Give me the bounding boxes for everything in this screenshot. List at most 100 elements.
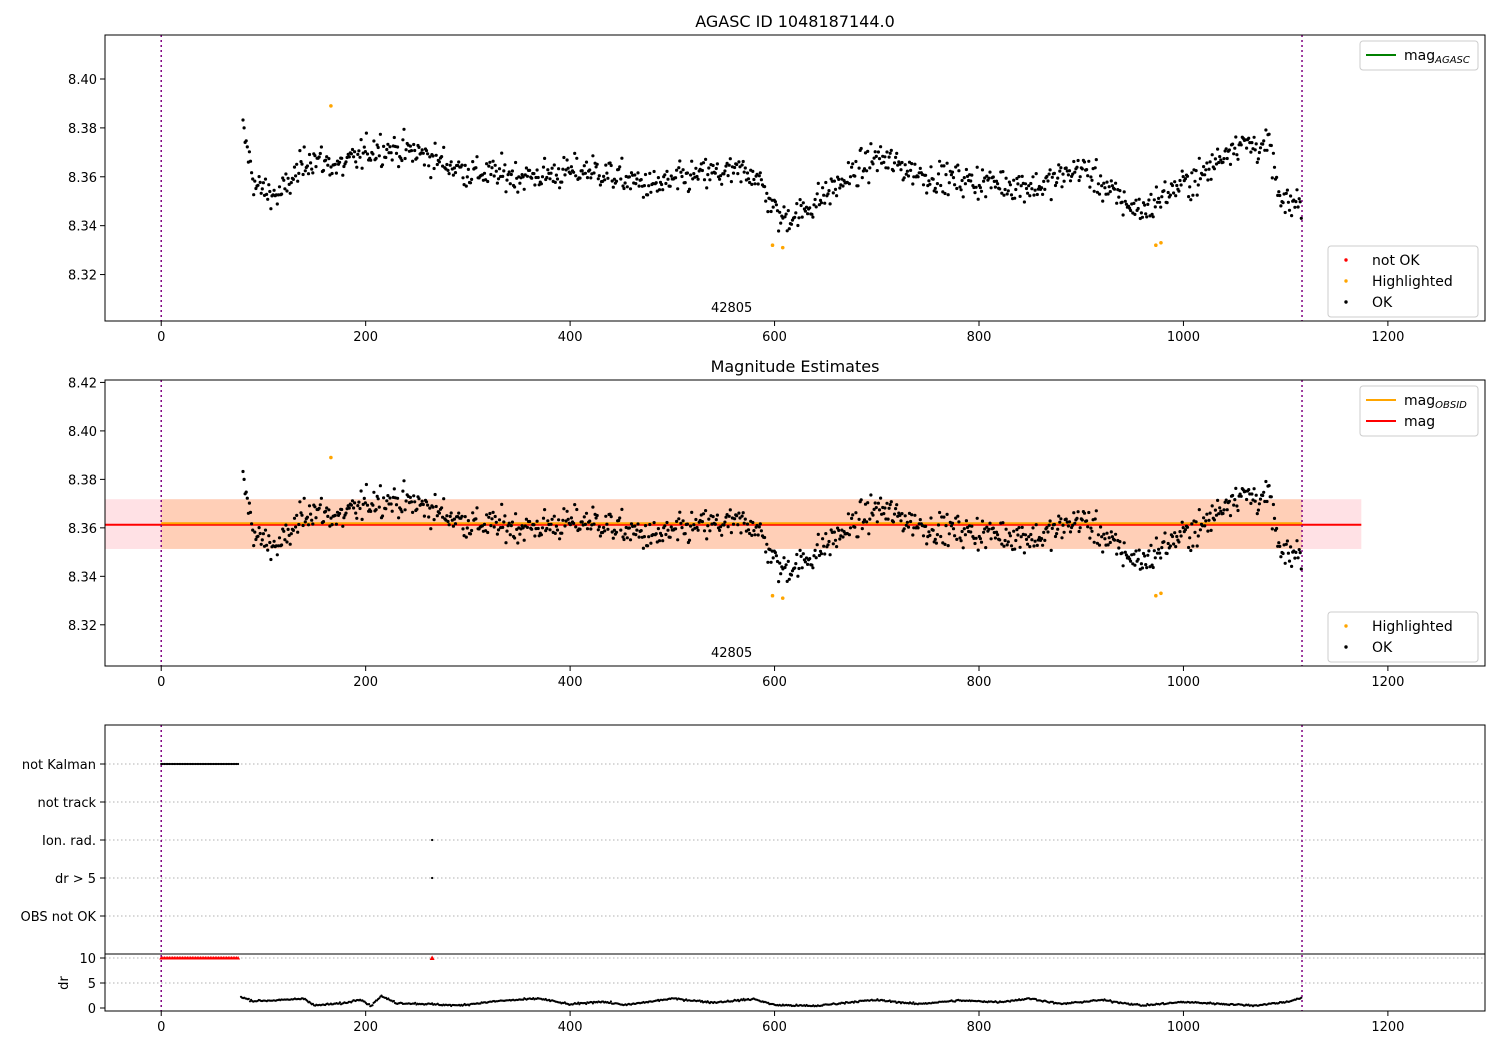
- ok-point: [786, 209, 790, 213]
- ok-point: [396, 496, 400, 500]
- ok-point: [815, 543, 819, 547]
- ok-point: [1272, 165, 1277, 169]
- ok-point: [777, 229, 781, 233]
- ok-point: [1262, 490, 1266, 494]
- ok-point: [267, 534, 271, 538]
- ok-point: [508, 533, 512, 537]
- ok-point: [1087, 510, 1091, 515]
- ok-point: [938, 159, 942, 163]
- x-tick-label: 600: [762, 1020, 787, 1035]
- ok-point: [1055, 181, 1059, 185]
- legend-box: [1327, 245, 1479, 318]
- ok-point: [495, 532, 499, 536]
- ok-point: [969, 179, 973, 183]
- ok-point: [344, 511, 348, 515]
- ok-point: [811, 215, 815, 219]
- ok-point: [1247, 136, 1251, 140]
- magnitude-estimates-panel: Magnitude Estimates 0 200 400 600 800 1000 120…: [68, 357, 1486, 690]
- ok-point: [1287, 208, 1292, 212]
- ok-point: [371, 503, 375, 507]
- ok-point: [675, 519, 679, 524]
- ok-point: [453, 171, 458, 175]
- ok-point: [549, 522, 553, 526]
- ok-point: [254, 537, 258, 542]
- ok-point: [1195, 193, 1199, 197]
- flag-point: [197, 762, 200, 766]
- x-tick-label: 800: [967, 330, 992, 345]
- ok-point: [561, 518, 565, 522]
- legend-box: [1327, 611, 1479, 663]
- ok-point: [899, 519, 903, 523]
- ok-point: [612, 177, 617, 181]
- ok-point: [251, 528, 255, 532]
- ok-point: [1053, 183, 1058, 188]
- ok-point: [390, 509, 394, 513]
- ok-point: [497, 167, 502, 171]
- ok-point: [794, 211, 798, 215]
- ok-point: [500, 151, 504, 155]
- ok-point: [506, 173, 510, 177]
- ok-point: [1256, 508, 1260, 512]
- ok-point: [440, 155, 444, 159]
- panel2-obsid-label: 42805: [711, 646, 752, 661]
- ok-point: [1134, 198, 1138, 202]
- ok-point: [1108, 540, 1112, 545]
- ok-point: [1004, 527, 1008, 531]
- ok-point: [555, 177, 560, 181]
- ok-point: [1213, 157, 1217, 161]
- ok-point: [740, 163, 744, 167]
- ok-point: [1202, 165, 1206, 169]
- ok-point: [1123, 550, 1127, 554]
- ok-point: [1153, 205, 1157, 209]
- ok-point: [1222, 508, 1226, 512]
- ok-point: [641, 195, 646, 199]
- ok-point: [1108, 190, 1112, 194]
- ok-point: [719, 174, 723, 178]
- ok-point: [933, 186, 937, 190]
- ok-point: [256, 183, 260, 187]
- ok-point: [1252, 135, 1256, 139]
- ok-point: [1068, 530, 1073, 534]
- ok-point: [277, 185, 282, 189]
- ok-point: [1216, 498, 1220, 502]
- ok-point: [378, 132, 382, 136]
- ok-point: [506, 524, 510, 528]
- ok-point: [1263, 148, 1267, 152]
- ok-point: [568, 171, 573, 176]
- ok-point: [902, 527, 906, 531]
- ok-point: [687, 538, 692, 542]
- ok-point: [1298, 551, 1302, 555]
- ok-point: [739, 531, 743, 535]
- ok-point: [1224, 147, 1228, 151]
- dr-point: [414, 1001, 417, 1004]
- ok-point: [471, 511, 475, 515]
- ok-point: [528, 519, 532, 524]
- ok-point: [252, 193, 256, 197]
- ok-point: [1114, 532, 1118, 536]
- ok-point: [319, 496, 323, 500]
- ok-point: [748, 180, 752, 185]
- ok-point: [565, 509, 569, 513]
- ok-point: [618, 165, 622, 169]
- ok-point: [1141, 551, 1146, 556]
- ok-point: [982, 179, 986, 183]
- ok-point: [1096, 182, 1100, 186]
- ok-point: [939, 534, 943, 539]
- ok-point: [449, 160, 453, 164]
- ok-point: [814, 556, 818, 560]
- ok-point: [514, 512, 518, 516]
- ok-point: [1278, 193, 1282, 198]
- ok-point: [302, 145, 306, 149]
- ok-point: [857, 517, 861, 521]
- ok-point: [757, 525, 761, 529]
- ok-point: [677, 517, 681, 521]
- ok-point: [610, 530, 614, 534]
- ok-point: [340, 156, 344, 160]
- ok-point: [979, 189, 984, 193]
- ok-point: [1193, 179, 1197, 183]
- ok-point: [679, 521, 683, 525]
- ok-point: [422, 514, 426, 518]
- ok-point: [1047, 172, 1051, 176]
- ok-point: [1269, 495, 1273, 499]
- ok-point: [305, 515, 309, 519]
